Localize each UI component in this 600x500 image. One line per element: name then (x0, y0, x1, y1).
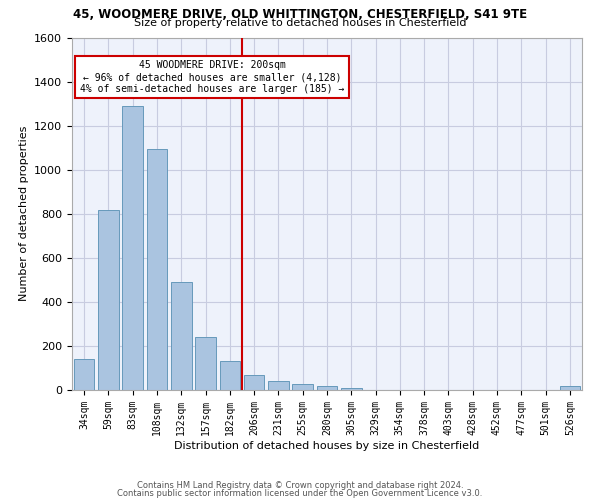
Bar (560, 386, 580, 390)
Bar (292, 384, 313, 390)
Bar (146, 149, 167, 390)
Bar (98, 210, 119, 390)
Text: 45, WOODMERE DRIVE, OLD WHITTINGTON, CHESTERFIELD, S41 9TE: 45, WOODMERE DRIVE, OLD WHITTINGTON, CHE… (73, 8, 527, 20)
Text: Size of property relative to detached houses in Chesterfield: Size of property relative to detached ho… (134, 18, 466, 28)
Bar (317, 386, 337, 390)
X-axis label: Distribution of detached houses by size in Chesterfield: Distribution of detached houses by size … (175, 440, 479, 450)
Bar (171, 282, 191, 390)
Text: Contains HM Land Registry data © Crown copyright and database right 2024.: Contains HM Land Registry data © Crown c… (137, 481, 463, 490)
Y-axis label: Number of detached properties: Number of detached properties (19, 126, 29, 302)
Bar (122, 106, 143, 390)
Bar (341, 388, 362, 390)
Bar (74, 359, 94, 390)
Text: 45 WOODMERE DRIVE: 200sqm
← 96% of detached houses are smaller (4,128)
4% of sem: 45 WOODMERE DRIVE: 200sqm ← 96% of detac… (80, 60, 344, 94)
Bar (195, 337, 216, 390)
Text: Contains public sector information licensed under the Open Government Licence v3: Contains public sector information licen… (118, 488, 482, 498)
Bar (220, 362, 240, 390)
Bar (268, 381, 289, 390)
Bar (244, 374, 265, 390)
